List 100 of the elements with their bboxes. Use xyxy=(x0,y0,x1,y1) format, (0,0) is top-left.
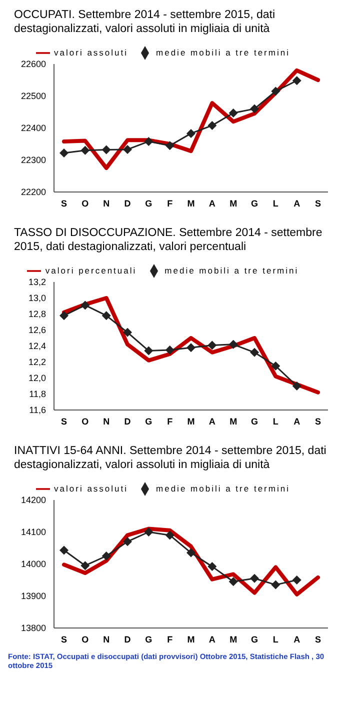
x-tick-label: A xyxy=(208,416,216,426)
x-tick-label: O xyxy=(82,634,89,644)
point xyxy=(165,530,174,540)
x-tick-label: G xyxy=(145,416,152,426)
point xyxy=(271,362,280,370)
x-tick-label: D xyxy=(124,198,132,208)
x-tick-label: F xyxy=(167,198,174,208)
point xyxy=(144,136,154,146)
x-tick-label: G xyxy=(145,634,152,644)
point xyxy=(123,328,132,337)
y-tick-label: 13,0 xyxy=(28,293,46,304)
y-tick-label: 12,4 xyxy=(28,341,46,352)
x-tick-label: L xyxy=(272,634,279,644)
y-tick-label: 22400 xyxy=(20,123,46,134)
x-tick-label: L xyxy=(272,416,279,426)
y-tick-label: 12,0 xyxy=(28,373,46,384)
point xyxy=(292,576,302,584)
point xyxy=(228,108,238,118)
x-tick-label: D xyxy=(124,416,132,426)
x-tick-label: M xyxy=(187,634,195,644)
point xyxy=(80,561,90,570)
x-tick-label: F xyxy=(167,634,174,644)
point xyxy=(123,537,132,546)
legend-label: medie mobili a tre termini xyxy=(156,47,290,58)
chart-title: TASSO DI DISOCCUPAZIONE. Settembre 2014 - settembre 2015, dati destagionalizzati, valori percentuali xyxy=(14,226,324,254)
point xyxy=(60,546,68,555)
legend-label: valori assoluti xyxy=(54,483,128,494)
y-tick-label: 11,8 xyxy=(29,389,46,400)
line-series xyxy=(62,68,320,170)
point xyxy=(123,144,132,154)
point xyxy=(165,346,174,354)
point xyxy=(186,548,196,558)
point xyxy=(80,300,90,310)
x-tick-label: A xyxy=(294,198,301,208)
legend-label: valori percentuali xyxy=(45,265,137,276)
y-tick-label: 14100 xyxy=(20,527,46,538)
point xyxy=(144,528,154,536)
y-tick-label: 13,2 xyxy=(28,277,46,288)
point xyxy=(186,343,196,352)
point xyxy=(60,148,68,158)
x-tick-label: S xyxy=(314,198,322,208)
y-tick-label: 12,2 xyxy=(28,357,46,368)
x-tick-label: F xyxy=(167,416,174,426)
point xyxy=(208,340,217,350)
y-tick-label: 22300 xyxy=(20,155,46,166)
y-tick-label: 14200 xyxy=(20,495,46,506)
x-tick-label: A xyxy=(294,634,301,644)
y-tick-label: 14000 xyxy=(20,559,46,570)
y-tick-label: 22500 xyxy=(20,91,46,102)
x-tick-label: N xyxy=(103,198,110,208)
point xyxy=(292,382,302,390)
x-tick-label: L xyxy=(272,198,279,208)
x-tick-label: A xyxy=(208,198,216,208)
point xyxy=(271,580,280,590)
x-tick-label: D xyxy=(124,634,132,644)
x-tick-label: G xyxy=(250,416,258,426)
x-tick-label: G xyxy=(145,198,152,208)
x-tick-label: A xyxy=(294,416,301,426)
x-tick-label: S xyxy=(60,416,68,426)
y-tick-label: 22600 xyxy=(20,59,46,70)
legend-label: medie mobili a tre termini xyxy=(156,483,290,494)
point xyxy=(186,128,196,138)
point xyxy=(102,145,111,154)
y-tick-label: 13900 xyxy=(20,591,46,602)
point xyxy=(250,574,259,583)
point xyxy=(80,146,90,155)
point xyxy=(250,348,259,357)
point xyxy=(60,311,68,320)
x-tick-label: G xyxy=(250,198,258,208)
y-tick-label: 11,6 xyxy=(29,405,46,416)
chart-title: INATTIVI 15-64 ANNI. Settembre 2014 - settembre 2015, dati destagionalizzati, valori assoluti in migliaia di unità xyxy=(14,444,328,472)
point xyxy=(292,76,302,86)
point xyxy=(271,86,280,96)
x-tick-label: N xyxy=(103,416,110,426)
x-tick-label: S xyxy=(314,416,322,426)
point xyxy=(208,120,217,130)
x-tick-label: G xyxy=(250,634,258,644)
point xyxy=(102,311,111,320)
y-tick-label: 22200 xyxy=(20,187,46,198)
x-tick-label: A xyxy=(208,634,216,644)
point xyxy=(208,562,217,572)
legend-label: medie mobili a tre termini xyxy=(164,265,299,276)
point xyxy=(165,141,174,150)
x-tick-label: M xyxy=(187,416,195,426)
point xyxy=(102,552,111,560)
point xyxy=(144,346,154,356)
point xyxy=(228,340,238,349)
line-series xyxy=(62,526,320,596)
point xyxy=(228,577,238,586)
x-tick-label: M xyxy=(230,416,238,426)
x-tick-label: M xyxy=(230,198,238,208)
y-tick-label: 12,8 xyxy=(28,309,46,320)
x-tick-label: M xyxy=(230,634,238,644)
y-tick-label: 13800 xyxy=(20,623,46,634)
x-tick-label: O xyxy=(82,198,89,208)
x-tick-label: S xyxy=(314,634,322,644)
x-tick-label: O xyxy=(82,416,89,426)
chart-title: OCCUPATI. Settembre 2014 - settembre 2015, dati destagionalizzati, valori assoluti in migliaia di unità xyxy=(14,8,276,36)
x-tick-label: S xyxy=(60,198,68,208)
point xyxy=(250,104,259,114)
